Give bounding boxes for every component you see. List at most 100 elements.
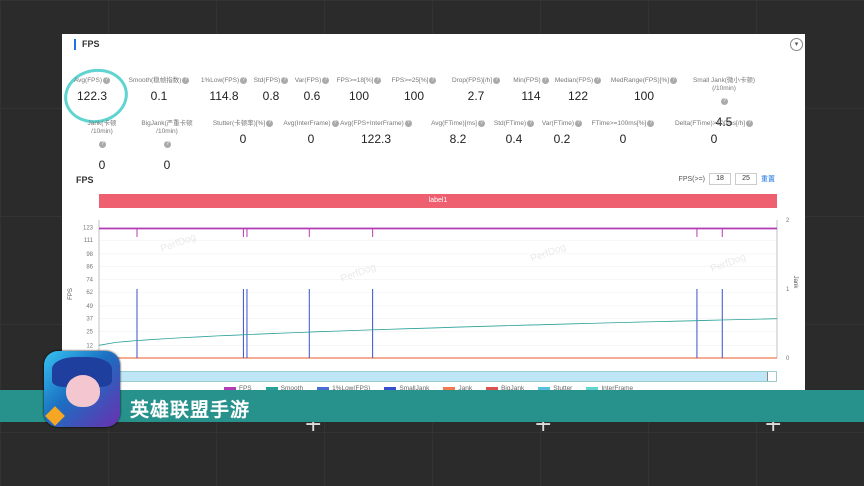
metric-label: Std(FTime)? bbox=[474, 120, 554, 128]
help-icon[interactable]: ? bbox=[404, 120, 412, 127]
help-icon[interactable]: ? bbox=[670, 77, 678, 84]
metric-label: Smooth(稳帧指数)? bbox=[119, 77, 199, 85]
fps-threshold-label: FPS(>=) bbox=[678, 175, 705, 183]
metric-1: BigJank(严重卡顿/10min)? 0 bbox=[127, 120, 207, 172]
legend-item[interactable]: InterFrame bbox=[586, 385, 633, 392]
game-app-icon bbox=[44, 351, 120, 427]
help-icon[interactable]: ? bbox=[594, 77, 602, 84]
legend-label: InterFrame bbox=[601, 385, 634, 392]
y-right-axis-label: Jank bbox=[792, 276, 798, 290]
metric-value: 0.4 bbox=[505, 132, 523, 147]
metric-9: Median(FPS)? 122 bbox=[538, 77, 618, 103]
threshold-input-2[interactable]: 25 bbox=[735, 173, 757, 185]
y-tick-label: 12 bbox=[86, 343, 93, 349]
help-icon[interactable]: ? bbox=[103, 77, 111, 84]
y-right-tick-label: 0 bbox=[786, 356, 790, 362]
metric-label: Avg(InterFrame)? bbox=[271, 120, 351, 128]
metric-label: Avg(FPS+InterFrame)? bbox=[336, 120, 416, 128]
help-icon[interactable]: ? bbox=[240, 77, 248, 84]
metric-8: Min(FPS)? 114 bbox=[491, 77, 571, 103]
metric-4: Var(FPS)? 0.6 bbox=[272, 77, 352, 103]
metric-9: Delta(FTime)>100ms[/h]? 0 bbox=[674, 120, 754, 146]
timeline-scrollbar[interactable] bbox=[99, 371, 777, 382]
metric-value: 8.2 bbox=[449, 132, 467, 147]
y-tick-label: 25 bbox=[86, 329, 93, 335]
legend-label: Smooth bbox=[280, 385, 304, 392]
metric-value: 122.3 bbox=[76, 89, 108, 104]
metric-label: 1%Low(FPS)? bbox=[184, 77, 264, 85]
metric-value: 122.3 bbox=[360, 132, 392, 147]
chevron-down-icon[interactable]: ▾ bbox=[790, 38, 803, 51]
threshold-input-1[interactable]: 18 bbox=[709, 173, 731, 185]
help-icon[interactable]: ? bbox=[99, 141, 106, 149]
metric-2: Stutter(卡顿率)[%]? 0 bbox=[203, 120, 283, 146]
metric-value: 0 bbox=[239, 132, 247, 147]
metric-label-2: /10min) bbox=[91, 128, 113, 135]
fps-panel: FPS ▾ Avg(FPS)? 122.3 Smooth(稳帧指数)? 0.1 1%Lo… bbox=[59, 34, 805, 396]
legend-item[interactable]: Jank bbox=[443, 385, 472, 392]
legend-swatch bbox=[224, 386, 236, 390]
metric-label: Avg(FPS)? bbox=[52, 77, 132, 85]
legend-item[interactable]: Smooth bbox=[265, 385, 304, 392]
help-icon[interactable]: ? bbox=[746, 120, 753, 127]
legend-swatch bbox=[486, 386, 499, 390]
legend-swatch bbox=[384, 386, 397, 390]
legend-item[interactable]: FPS bbox=[224, 385, 252, 392]
metric-label: MedRange(FPS)[%]? bbox=[604, 77, 684, 85]
smooth-series bbox=[98, 318, 778, 346]
y-tick-label: 37 bbox=[86, 317, 93, 323]
label-bar[interactable]: label1 bbox=[99, 194, 777, 208]
help-icon[interactable]: ? bbox=[493, 77, 501, 84]
help-icon[interactable]: ? bbox=[575, 120, 583, 127]
metric-0: Avg(FPS)? 122.3 bbox=[52, 77, 132, 103]
reset-link[interactable]: 重置 bbox=[761, 176, 775, 183]
metric-value: 122 bbox=[567, 89, 589, 104]
watermark-text: PerfDog bbox=[339, 262, 377, 285]
metric-10: MedRange(FPS)[%]? 100 bbox=[604, 77, 684, 103]
help-icon[interactable]: ? bbox=[647, 120, 655, 127]
legend-item[interactable]: SmallJank bbox=[384, 385, 429, 392]
scrollbar-handle[interactable] bbox=[767, 372, 776, 381]
metric-6: Std(FTime)? 0.4 bbox=[474, 120, 554, 146]
legend-label: SmallJank bbox=[399, 385, 430, 392]
y-tick-label: 123 bbox=[83, 225, 94, 231]
help-icon[interactable]: ? bbox=[322, 77, 330, 84]
help-icon[interactable]: ? bbox=[374, 77, 382, 84]
metric-3: Avg(InterFrame)? 0 bbox=[271, 120, 351, 146]
help-icon[interactable]: ? bbox=[266, 120, 274, 127]
help-icon[interactable]: ? bbox=[281, 77, 289, 84]
help-icon[interactable]: ? bbox=[541, 77, 549, 84]
help-icon[interactable]: ? bbox=[721, 98, 728, 106]
legend-label: 1%Low(FPS) bbox=[332, 385, 371, 392]
y-tick-label: 98 bbox=[86, 252, 93, 258]
help-icon[interactable]: ? bbox=[164, 141, 171, 149]
help-icon[interactable]: ? bbox=[477, 120, 485, 127]
metric-value: 100 bbox=[633, 89, 655, 104]
metric-value: 0 bbox=[163, 158, 171, 172]
metric-value: 100 bbox=[348, 89, 370, 104]
legend-item[interactable]: 1%Low(FPS) bbox=[317, 385, 370, 392]
metric-label: Std(FPS)? bbox=[231, 77, 311, 85]
y-axis-label: FPS bbox=[68, 288, 74, 300]
y-tick-label: 111 bbox=[84, 238, 94, 244]
help-icon[interactable]: ? bbox=[331, 120, 339, 127]
metric-7: Var(FTime)? 0.2 bbox=[522, 120, 602, 146]
metric-label: Delta(FTime)>100ms[/h]? bbox=[674, 120, 754, 128]
metric-label: Jank(卡顿 bbox=[87, 120, 117, 127]
legend-label: BigJank bbox=[501, 385, 525, 392]
metric-label: BigJank(严重卡顿 bbox=[141, 120, 193, 127]
metric-value: 4.5 bbox=[715, 115, 733, 129]
legend-item[interactable]: Stutter bbox=[538, 385, 572, 392]
legend-item[interactable]: BigJank bbox=[486, 385, 524, 392]
legend-swatch bbox=[538, 386, 551, 390]
metric-value: 0.1 bbox=[150, 89, 168, 104]
metric-3: Std(FPS)? 0.8 bbox=[231, 77, 311, 103]
chart-legend: FPS Smooth 1%Low(FPS) SmallJank Jank BigJank S… bbox=[224, 385, 633, 392]
fps-chart: 1231119886746249372512210FPSJank01:0802:… bbox=[68, 218, 798, 362]
help-icon[interactable]: ? bbox=[429, 77, 437, 84]
game-title: 英雄联盟手游 bbox=[130, 400, 251, 421]
metric-label: FPS>=25[%]? bbox=[374, 77, 454, 85]
y-tick-label: 62 bbox=[86, 290, 93, 296]
help-icon[interactable]: ? bbox=[527, 120, 535, 127]
help-icon[interactable]: ? bbox=[182, 77, 190, 84]
